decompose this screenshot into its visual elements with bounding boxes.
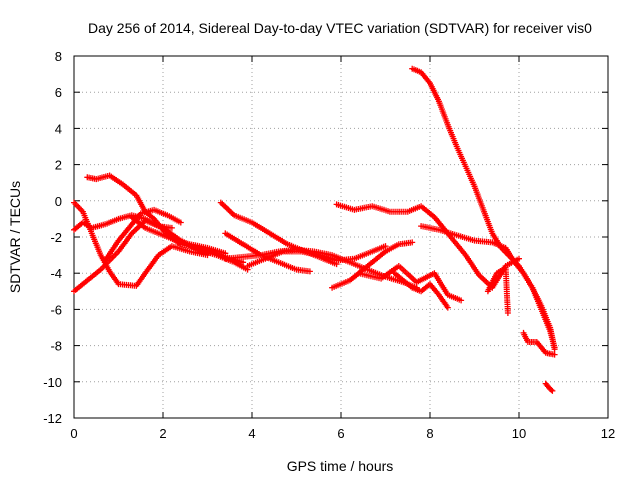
data-series — [333, 201, 522, 291]
y-tick-label: -12 — [43, 411, 62, 426]
data-series — [409, 65, 558, 351]
data-point-markers — [84, 172, 247, 266]
y-tick-label: -10 — [43, 375, 62, 390]
y-tick-label: 0 — [55, 194, 62, 209]
y-tick-label: -2 — [50, 230, 62, 245]
chart-title: Day 256 of 2014, Sidereal Day-to-day VTE… — [88, 20, 592, 36]
data-point-markers — [520, 329, 558, 358]
y-tick-label: -8 — [50, 339, 62, 354]
x-tick-label: 2 — [159, 426, 166, 441]
data-series — [329, 239, 416, 291]
data-series — [355, 263, 465, 304]
x-tick-label: 6 — [337, 426, 344, 441]
data-point-markers — [128, 214, 229, 257]
data-series — [484, 264, 511, 316]
axis-ticks: 0 2 4 6 8 10 12 -12 -10 -8 -6 -4 -2 0 2 4 6 8 — [43, 49, 615, 441]
data-series — [128, 214, 229, 257]
x-tick-label: 4 — [248, 426, 255, 441]
data-point-markers — [244, 243, 389, 269]
y-tick-label: 6 — [55, 85, 62, 100]
data-point-markers — [409, 65, 558, 351]
data-point-markers — [333, 201, 522, 291]
y-axis-label: SDTVAR / TECUs — [7, 181, 23, 293]
data-points — [71, 65, 558, 394]
data-point-markers — [71, 199, 211, 289]
x-tick-label: 8 — [426, 426, 433, 441]
x-axis-label: GPS time / hours — [287, 458, 394, 474]
data-point-markers — [418, 223, 558, 353]
y-tick-label: 2 — [55, 158, 62, 173]
data-series — [520, 329, 558, 358]
data-point-markers — [542, 380, 556, 394]
data-point-markers — [329, 239, 416, 291]
y-tick-label: 8 — [55, 49, 62, 64]
data-point-markers — [484, 264, 511, 316]
data-series — [244, 243, 389, 269]
x-tick-label: 12 — [601, 426, 615, 441]
data-point-markers — [391, 270, 451, 311]
data-series — [71, 199, 211, 289]
grid — [74, 56, 608, 418]
data-series — [542, 380, 556, 394]
data-point-markers — [355, 263, 465, 304]
data-series — [84, 172, 247, 266]
y-tick-label: 4 — [55, 121, 62, 136]
y-tick-label: -6 — [50, 302, 62, 317]
y-tick-label: -4 — [50, 266, 62, 281]
data-series — [418, 223, 558, 353]
data-series — [391, 270, 451, 311]
x-tick-label: 10 — [512, 426, 526, 441]
x-tick-label: 0 — [70, 426, 77, 441]
data-series — [102, 206, 184, 264]
data-point-markers — [102, 206, 184, 264]
